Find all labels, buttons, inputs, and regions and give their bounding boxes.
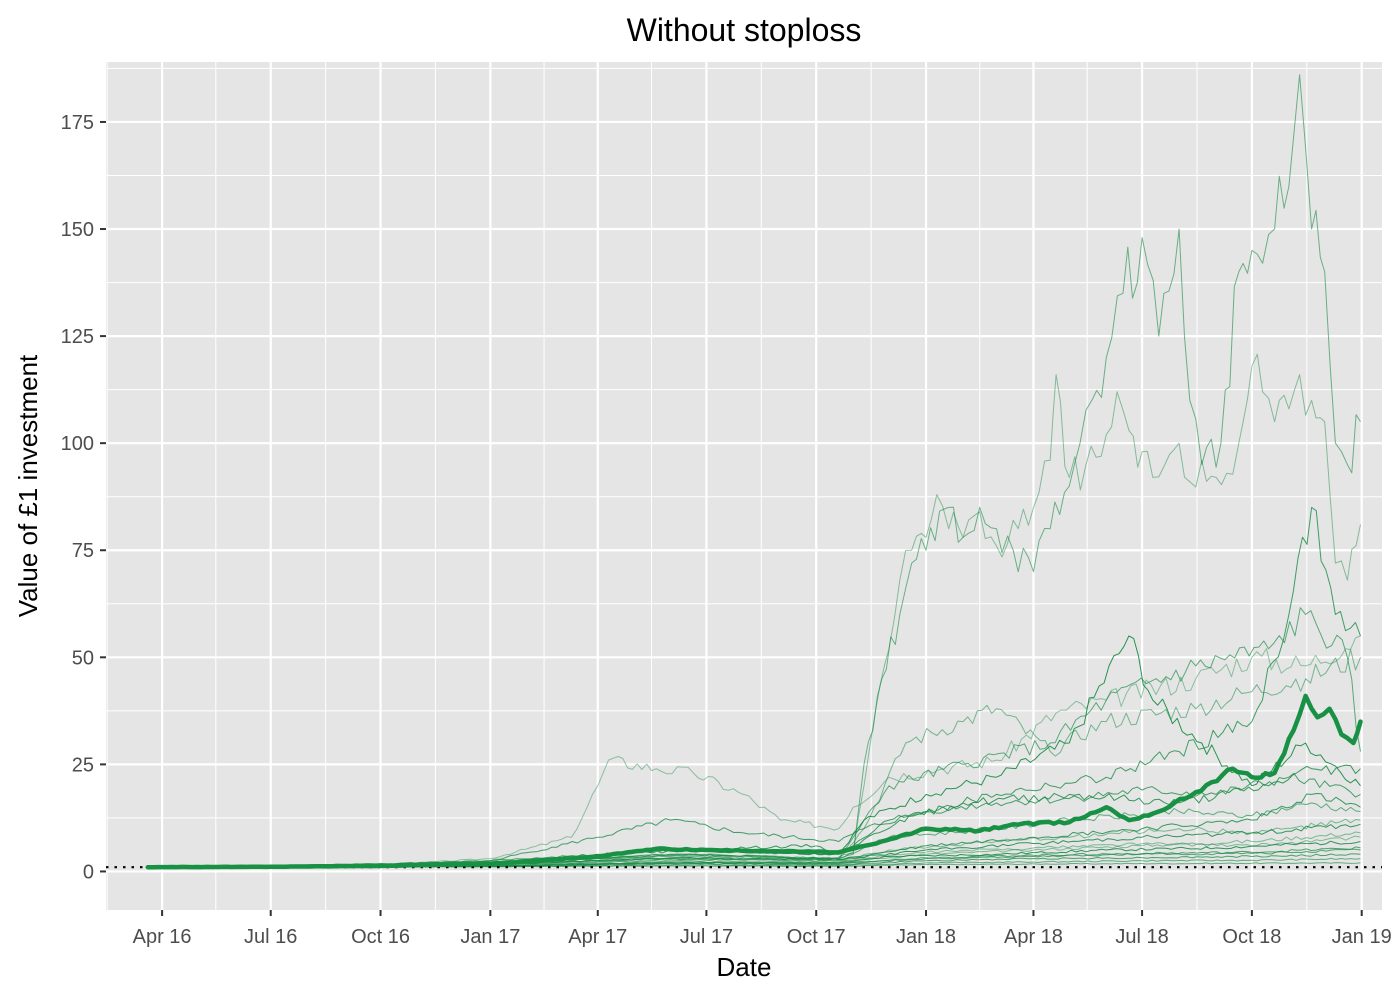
x-tick-label: Oct 16 xyxy=(351,926,410,948)
x-tick-label: Apr 18 xyxy=(1004,926,1063,948)
y-tick-label: 0 xyxy=(83,861,94,883)
x-tick-label: Oct 18 xyxy=(1222,926,1281,948)
y-tick-label: 50 xyxy=(72,647,94,669)
grid-lines xyxy=(106,62,1382,910)
x-tick-label: Apr 16 xyxy=(133,926,192,948)
x-axis-title: Date xyxy=(717,952,772,982)
y-tick-label: 75 xyxy=(72,540,94,562)
mean-series-line xyxy=(145,693,1363,870)
y-tick-label: 25 xyxy=(72,754,94,776)
y-tick-label: 100 xyxy=(61,433,94,455)
plot-panel xyxy=(106,62,1382,910)
x-tick-label: Jan 17 xyxy=(460,926,520,948)
y-tick-label: 175 xyxy=(61,112,94,134)
y-tick-label: 150 xyxy=(61,219,94,241)
y-axis: 0 25 50 75 100 125 150 175 xyxy=(61,112,106,883)
x-tick-label: Jan 18 xyxy=(896,926,956,948)
chart-title: Without stoploss xyxy=(627,12,862,48)
x-tick-label: Apr 17 xyxy=(568,926,627,948)
mean-series xyxy=(145,693,1363,870)
x-tick-label: Jul 18 xyxy=(1115,926,1168,948)
y-tick-label: 125 xyxy=(61,326,94,348)
x-tick-label: Jan 19 xyxy=(1332,926,1392,948)
y-axis-title: Value of £1 investment xyxy=(13,354,43,617)
x-tick-label: Oct 17 xyxy=(787,926,846,948)
x-tick-label: Jul 17 xyxy=(680,926,733,948)
x-tick-label: Jul 16 xyxy=(244,926,297,948)
x-axis: Apr 16 Jul 16 Oct 16 Jan 17 Apr 17 Jul 17 Oct … xyxy=(133,910,1392,948)
